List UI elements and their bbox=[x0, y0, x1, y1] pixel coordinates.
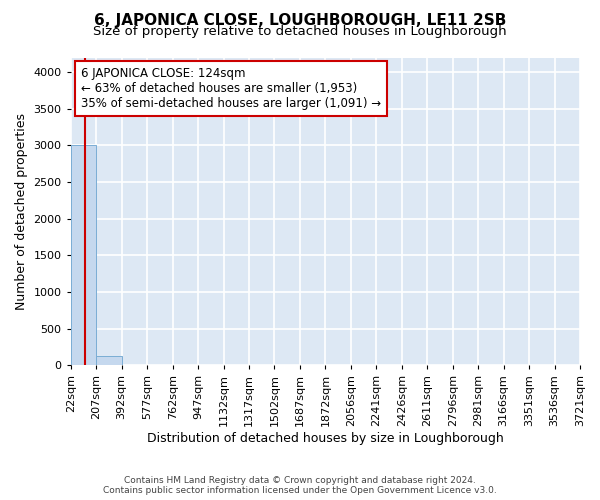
Bar bbox=[96, 356, 122, 366]
Text: Size of property relative to detached houses in Loughborough: Size of property relative to detached ho… bbox=[93, 25, 507, 38]
Y-axis label: Number of detached properties: Number of detached properties bbox=[15, 113, 28, 310]
X-axis label: Distribution of detached houses by size in Loughborough: Distribution of detached houses by size … bbox=[147, 432, 504, 445]
Text: 6, JAPONICA CLOSE, LOUGHBOROUGH, LE11 2SB: 6, JAPONICA CLOSE, LOUGHBOROUGH, LE11 2S… bbox=[94, 12, 506, 28]
Bar bbox=[71, 146, 96, 366]
Text: Contains HM Land Registry data © Crown copyright and database right 2024.
Contai: Contains HM Land Registry data © Crown c… bbox=[103, 476, 497, 495]
Text: 6 JAPONICA CLOSE: 124sqm
← 63% of detached houses are smaller (1,953)
35% of sem: 6 JAPONICA CLOSE: 124sqm ← 63% of detach… bbox=[81, 66, 381, 110]
